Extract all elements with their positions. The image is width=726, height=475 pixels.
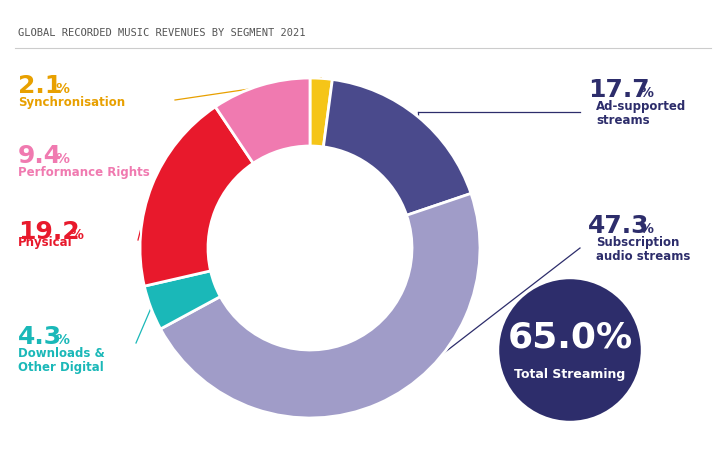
Text: streams: streams [596,114,650,127]
Text: Total Streaming: Total Streaming [515,368,626,381]
Text: %: % [70,228,84,242]
Wedge shape [140,107,253,286]
Text: GLOBAL RECORDED MUSIC REVENUES BY SEGMENT 2021: GLOBAL RECORDED MUSIC REVENUES BY SEGMEN… [18,28,306,38]
Text: Physical: Physical [18,236,73,249]
Text: 4.3: 4.3 [18,325,62,349]
Text: Ad-supported: Ad-supported [596,100,686,113]
Text: %: % [640,86,654,100]
Wedge shape [160,193,480,418]
Text: %: % [56,82,70,96]
Text: 9.4: 9.4 [18,144,62,168]
Text: 17.7: 17.7 [588,78,650,102]
Text: Performance Rights: Performance Rights [18,166,150,179]
Text: Other Digital: Other Digital [18,361,104,374]
Text: Downloads &: Downloads & [18,347,105,360]
Wedge shape [144,271,220,329]
Text: 2.1: 2.1 [18,74,62,98]
Wedge shape [310,78,333,147]
Text: %: % [640,222,654,236]
Wedge shape [323,79,471,215]
Text: Subscription: Subscription [596,236,680,249]
Text: %: % [56,152,70,166]
Text: Synchronisation: Synchronisation [18,96,125,109]
Text: 47.3: 47.3 [588,214,650,238]
Text: audio streams: audio streams [596,250,690,263]
Text: %: % [56,333,70,347]
Wedge shape [216,78,310,163]
Text: 19.2: 19.2 [18,220,80,244]
Circle shape [499,279,641,421]
Text: 65.0%: 65.0% [507,320,632,354]
